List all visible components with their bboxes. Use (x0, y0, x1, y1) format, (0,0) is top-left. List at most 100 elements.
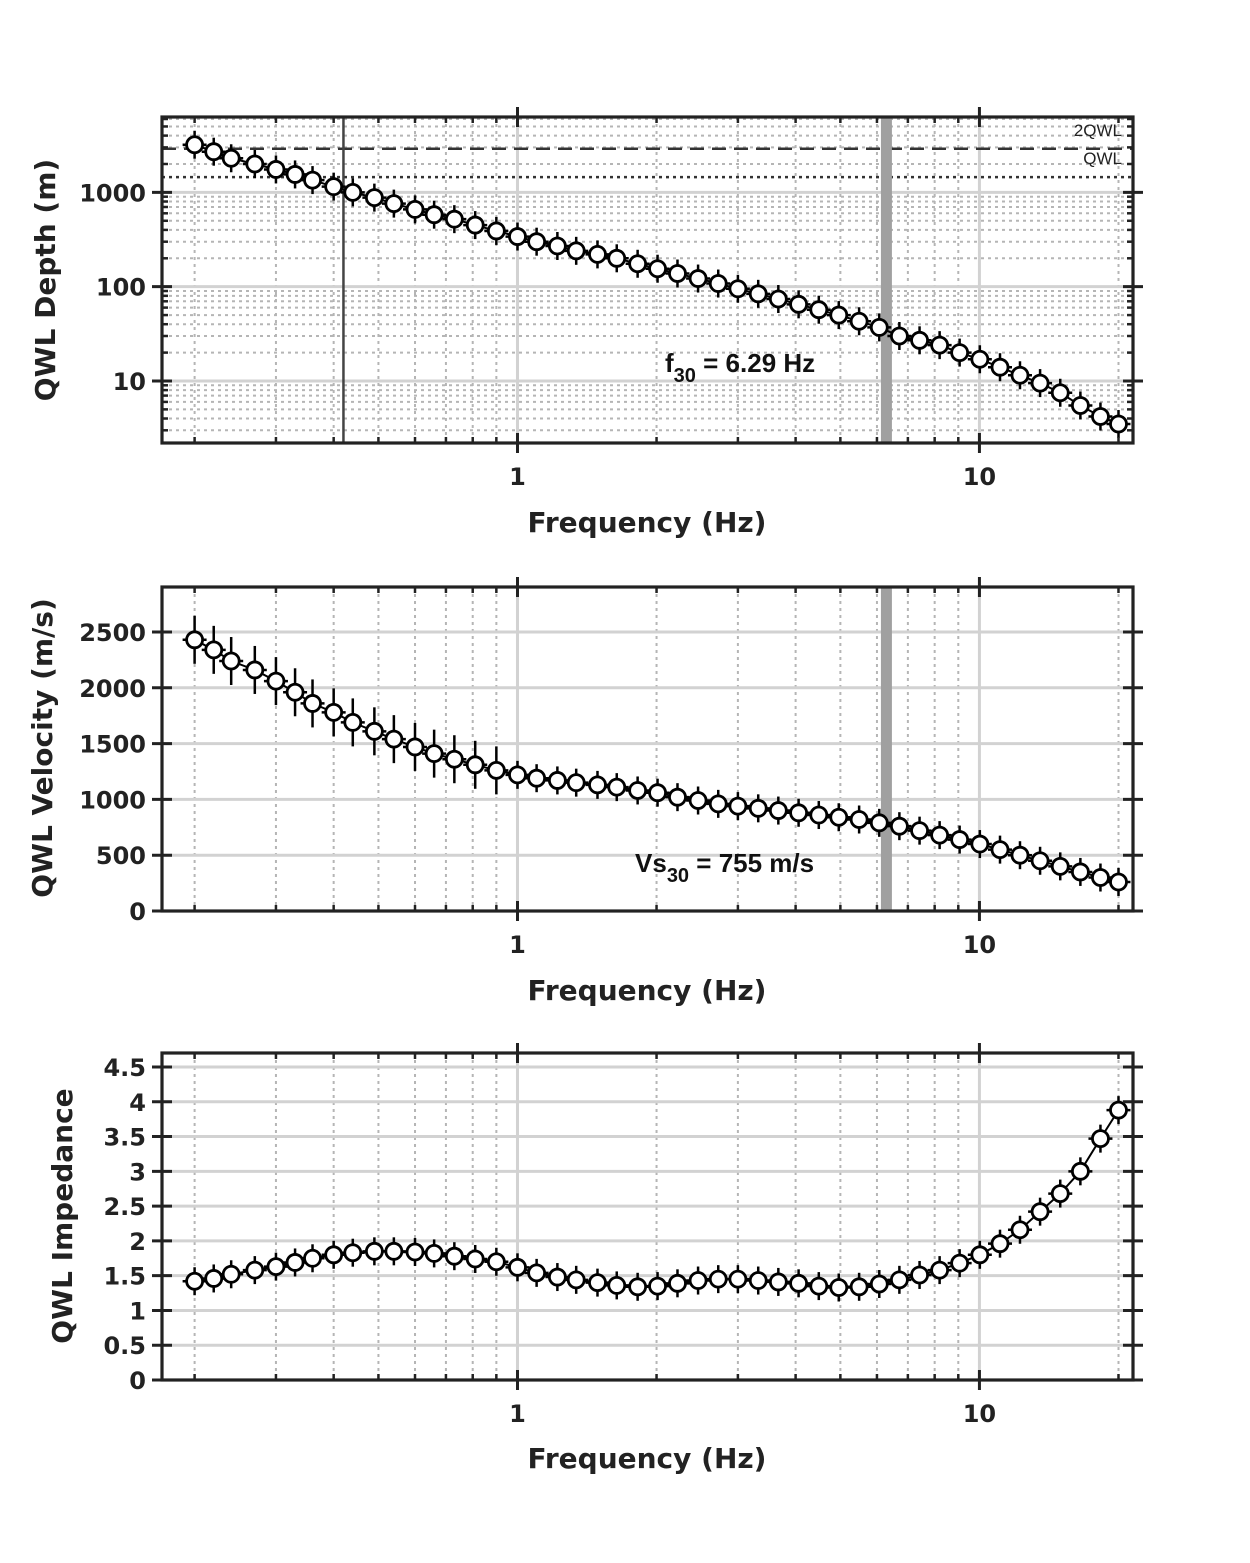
depth-data-point (201, 137, 226, 166)
velocity-data-point (219, 637, 244, 686)
impedance-marker (588, 1273, 607, 1293)
velocity-marker (245, 660, 265, 680)
impedance-data-point (403, 1238, 428, 1267)
depth-marker (566, 241, 586, 261)
velocity-marker (628, 781, 648, 800)
impedance-data-point (907, 1260, 932, 1289)
impedance-marker (708, 1269, 728, 1289)
velocity-data-point (1048, 852, 1073, 881)
impedance-x-tick-label: 10 (963, 1400, 996, 1428)
impedance-y-tick-label: 4.5 (103, 1054, 146, 1082)
velocity-marker (728, 796, 748, 816)
velocity-marker (1091, 868, 1110, 887)
depth-marker (527, 232, 547, 252)
depth-marker (910, 330, 929, 350)
depth-data-point (564, 236, 589, 265)
depth-data-point (725, 274, 750, 303)
impedance-data-point (283, 1248, 308, 1277)
velocity-marker (527, 768, 547, 788)
depth-y-tick-label: 10 (113, 368, 146, 396)
impedance-marker (910, 1265, 929, 1285)
depth-marker (221, 148, 241, 168)
velocity-data-point (442, 735, 467, 784)
velocity-data-point (1106, 867, 1131, 896)
depth-marker (588, 244, 607, 264)
depth-marker (266, 160, 286, 179)
depth-marker (1070, 396, 1090, 415)
depth-data-point (665, 259, 690, 288)
velocity-marker (869, 813, 889, 833)
depth-marker (405, 199, 425, 219)
impedance-marker (648, 1276, 667, 1296)
depth-data-point (847, 307, 872, 336)
impedance-marker (1091, 1129, 1110, 1149)
depth-data-point (340, 178, 365, 207)
impedance-data-point (545, 1263, 570, 1292)
depth-data-point (182, 130, 207, 159)
velocity-marker (990, 840, 1010, 860)
impedance-marker (728, 1269, 748, 1289)
panel-depth: 1 10 10 100 1000 QWL Depth (m) Frequency (Hz… (29, 107, 1143, 539)
impedance-data-point (665, 1269, 690, 1298)
impedance-data-point (625, 1272, 650, 1301)
velocity-marker (930, 825, 950, 845)
impedance-data-point (242, 1256, 267, 1285)
velocity-grid (162, 587, 1133, 913)
depth-qwl-label: QWL (1083, 149, 1122, 168)
impedance-axes: 1 10 0 0.5 1 1.5 2 2.5 3 3.5 4 4.5 (103, 1043, 1143, 1428)
impedance-marker (185, 1271, 205, 1291)
depth-grid (162, 117, 1133, 443)
velocity-marker (285, 682, 305, 702)
velocity-marker (303, 694, 322, 713)
velocity-data-point (867, 808, 892, 837)
impedance-data-point (1106, 1096, 1131, 1125)
depth-data-point (625, 249, 650, 278)
impedance-marker (607, 1276, 627, 1295)
velocity-data-point (686, 786, 711, 815)
depth-data-point (786, 290, 811, 319)
depth-marker (486, 221, 506, 241)
depth-marker (869, 318, 889, 337)
velocity-data-point (283, 668, 308, 717)
impedance-marker (266, 1257, 286, 1277)
impedance-x-axis-label: Frequency (Hz) (528, 1442, 767, 1475)
velocity-data-point (505, 760, 530, 789)
impedance-data-point (564, 1265, 589, 1294)
velocity-data-point (362, 707, 387, 756)
impedance-marker (1050, 1184, 1070, 1203)
impedance-data-point (1068, 1157, 1093, 1186)
velocity-data-point (340, 698, 365, 747)
velocity-data-point (887, 812, 912, 841)
depth-data-point (524, 227, 549, 256)
depth-data-point (242, 149, 267, 178)
depth-data-point (1088, 402, 1113, 431)
velocity-marker (748, 798, 768, 818)
impedance-marker (1070, 1161, 1090, 1181)
depth-data-point (826, 301, 851, 330)
depth-data-point (1007, 361, 1032, 390)
impedance-marker (748, 1271, 768, 1290)
velocity-marker (1109, 872, 1128, 892)
impedance-data-point (867, 1270, 892, 1299)
depth-marker (950, 343, 970, 362)
velocity-y-tick-label: 0 (129, 898, 146, 926)
impedance-marker (324, 1245, 344, 1265)
depth-marker (748, 284, 768, 304)
velocity-x-tick-label: 10 (963, 931, 996, 959)
velocity-data-point (1068, 857, 1093, 886)
velocity-y-axis-label: QWL Velocity (m/s) (26, 598, 59, 897)
depth-data-point (545, 232, 570, 261)
velocity-marker (588, 775, 607, 795)
depth-y-tick-label: 100 (96, 274, 146, 302)
velocity-marker (508, 765, 527, 785)
impedance-marker (245, 1260, 265, 1280)
impedance-marker (849, 1277, 869, 1297)
velocity-marker (486, 760, 506, 780)
impedance-marker (950, 1253, 970, 1273)
depth-marker (607, 248, 627, 268)
impedance-y-tick-label: 1.5 (103, 1263, 146, 1291)
depth-marker (303, 170, 322, 190)
velocity-marker (688, 791, 708, 810)
impedance-y-tick-label: 3 (129, 1158, 146, 1186)
